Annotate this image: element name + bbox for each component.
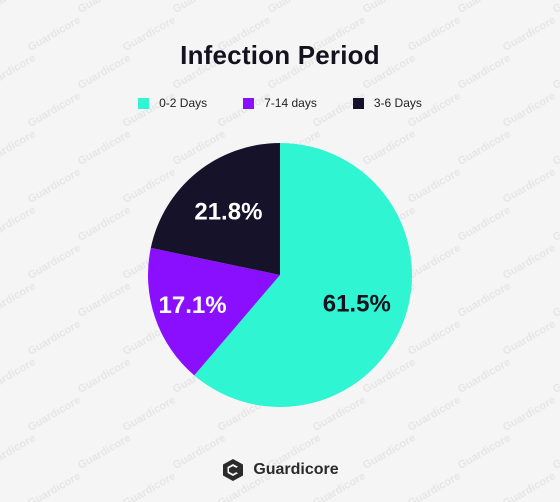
guardicore-logo-icon (223, 459, 244, 481)
slice-7-14-days (148, 247, 280, 376)
slice-3-6-days (150, 143, 280, 275)
slice-value-label: 61.5% (323, 290, 391, 317)
legend-item-3-6-days: 3-6 Days (352, 96, 422, 110)
slice-0-2-days (194, 143, 412, 407)
chart-legend: 0-2 Days 7-14 days 3-6 Days (0, 96, 560, 110)
slice-value-label: 21.8% (194, 198, 262, 225)
legend-label: 3-6 Days (373, 96, 422, 110)
legend-swatch (352, 97, 364, 109)
legend-item-0-2-days: 0-2 Days (138, 96, 207, 110)
chart-title: Infection Period (180, 40, 380, 70)
legend-label: 7-14 days (264, 96, 317, 110)
brand-name: Guardicore (253, 461, 339, 478)
legend-item-7-14-days: 7-14 days (243, 96, 317, 110)
legend-swatch (138, 97, 150, 109)
brand-footer: Guardicore (0, 458, 560, 482)
legend-label: 0-2 Days (159, 96, 208, 110)
legend-swatch (243, 97, 255, 109)
slice-value-label: 17.1% (159, 292, 227, 319)
